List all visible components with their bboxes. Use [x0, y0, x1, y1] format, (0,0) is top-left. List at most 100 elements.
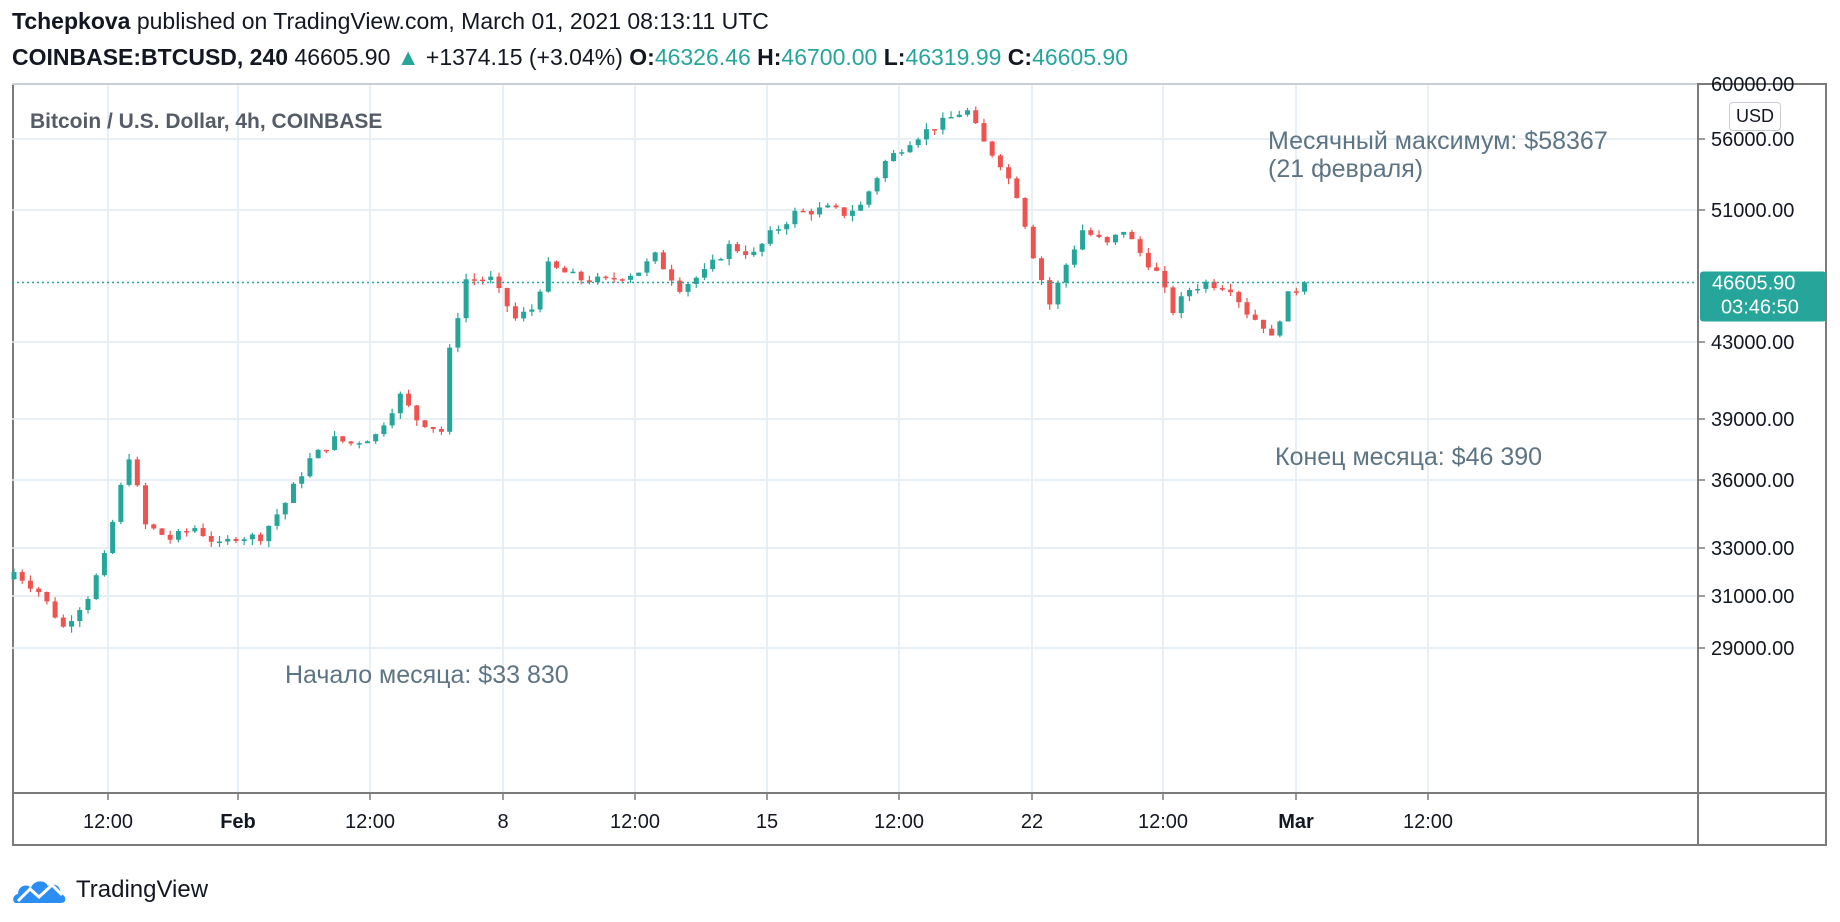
candle-body: [858, 204, 864, 211]
up-triangle-icon: ▲: [396, 44, 420, 70]
candle-body: [1096, 234, 1102, 237]
month-high-date: (21 февраля): [1268, 155, 1423, 183]
candle-body: [27, 580, 33, 589]
candle-body: [981, 123, 987, 142]
candle-body: [1178, 296, 1184, 314]
candle-body: [1063, 264, 1069, 283]
y-tick-label: 39000.00: [1711, 409, 1794, 431]
candle-body: [348, 441, 354, 444]
candle-body: [800, 210, 806, 213]
currency-button[interactable]: USD: [1729, 102, 1781, 131]
candle-body: [1186, 289, 1192, 297]
candle-body: [932, 129, 938, 131]
candle-body: [1047, 280, 1053, 305]
candle-body: [652, 252, 658, 262]
candle-body: [529, 309, 535, 312]
candle-body: [1154, 267, 1160, 271]
candle-body: [578, 271, 584, 281]
candle-body: [1236, 292, 1242, 303]
candle-body: [1244, 302, 1250, 315]
candle-body: [364, 441, 370, 444]
candle-body: [956, 114, 962, 118]
candle-body: [874, 178, 880, 192]
candle-body: [69, 621, 75, 627]
candles: [11, 106, 1308, 633]
x-tick-label: 12:00: [83, 811, 133, 833]
candle-body: [1302, 282, 1308, 292]
candle-body: [817, 207, 823, 215]
candle-body: [825, 205, 831, 208]
y-tick-label: 43000.00: [1711, 332, 1794, 354]
candle-body: [406, 393, 412, 406]
candle-body: [636, 272, 642, 276]
candle-body: [644, 261, 650, 273]
candle-body: [93, 575, 99, 600]
candle-body: [126, 459, 132, 485]
candle-body: [19, 572, 25, 581]
candle-body: [430, 427, 436, 429]
candle-body: [299, 476, 305, 484]
candle-body: [554, 261, 560, 268]
candle-body: [1104, 236, 1110, 243]
candle-body: [1071, 249, 1077, 265]
candle-body: [463, 279, 469, 319]
candle-body: [217, 541, 222, 544]
candle-body: [775, 229, 781, 231]
candle-body: [414, 405, 420, 421]
x-tick-label: 8: [497, 811, 508, 833]
candle-body: [973, 110, 979, 124]
candle-body: [611, 277, 617, 280]
candle-body: [899, 152, 905, 154]
chart-title: Bitcoin / U.S. Dollar, 4h, COINBASE: [30, 110, 382, 133]
candle-body: [833, 205, 839, 208]
publish-info: Tchepkova published on TradingView.com, …: [12, 8, 769, 35]
x-tick-label: 15: [756, 811, 778, 833]
candle-body: [274, 514, 280, 526]
candle-body: [1022, 198, 1028, 227]
candle-body: [397, 393, 403, 414]
candle-body: [619, 279, 625, 281]
candle-body: [948, 117, 954, 119]
x-tick-label: Feb: [220, 811, 256, 833]
last-price-label: 46605.90: [1712, 273, 1795, 295]
candle-body: [1030, 226, 1036, 259]
candle-body: [315, 449, 321, 459]
candle-body: [1088, 230, 1094, 235]
candle-body: [134, 459, 140, 486]
candle-body: [323, 449, 329, 452]
month-high-annotation: Месячный максимум: $58367: [1268, 127, 1608, 155]
y-tick-label: 36000.00: [1711, 470, 1794, 492]
bar-countdown: 03:46:50: [1721, 297, 1799, 319]
candle-body: [1121, 231, 1127, 235]
candle-body: [1195, 288, 1201, 291]
y-tick-label: 29000.00: [1711, 638, 1794, 660]
candle-body: [759, 243, 765, 252]
candle-body: [628, 275, 633, 280]
candle-body: [849, 210, 855, 216]
candle-body: [389, 413, 395, 426]
low-label: L:: [883, 44, 906, 70]
candle-body: [184, 530, 190, 533]
candle-body: [1252, 314, 1258, 320]
candle-body: [110, 521, 116, 554]
candle-body: [1112, 234, 1118, 243]
ohlc-header: COINBASE:BTCUSD, 240 46605.90 ▲ +1374.15…: [12, 44, 1128, 71]
candle-body: [1170, 287, 1176, 314]
candle-body: [167, 534, 173, 540]
x-tick-label: 12:00: [1138, 811, 1188, 833]
candle-body: [1055, 282, 1061, 305]
candle-body: [422, 420, 428, 428]
candle-body: [1293, 291, 1299, 293]
candle-body: [1203, 281, 1209, 289]
author-name[interactable]: Tchepkova: [12, 8, 131, 34]
tradingview-logo[interactable]: TradingView: [12, 873, 208, 907]
price-axis: 60000.00 56000.00 51000.00 43000.00 39000.00…: [1698, 74, 1794, 660]
candle-body: [1269, 328, 1275, 336]
price-change: +1374.15 (+3.04%): [425, 44, 623, 70]
candle-body: [44, 592, 50, 602]
candle-body: [685, 284, 691, 292]
candle-body: [718, 259, 724, 261]
candle-body: [997, 155, 1003, 168]
candle-body: [784, 224, 790, 230]
